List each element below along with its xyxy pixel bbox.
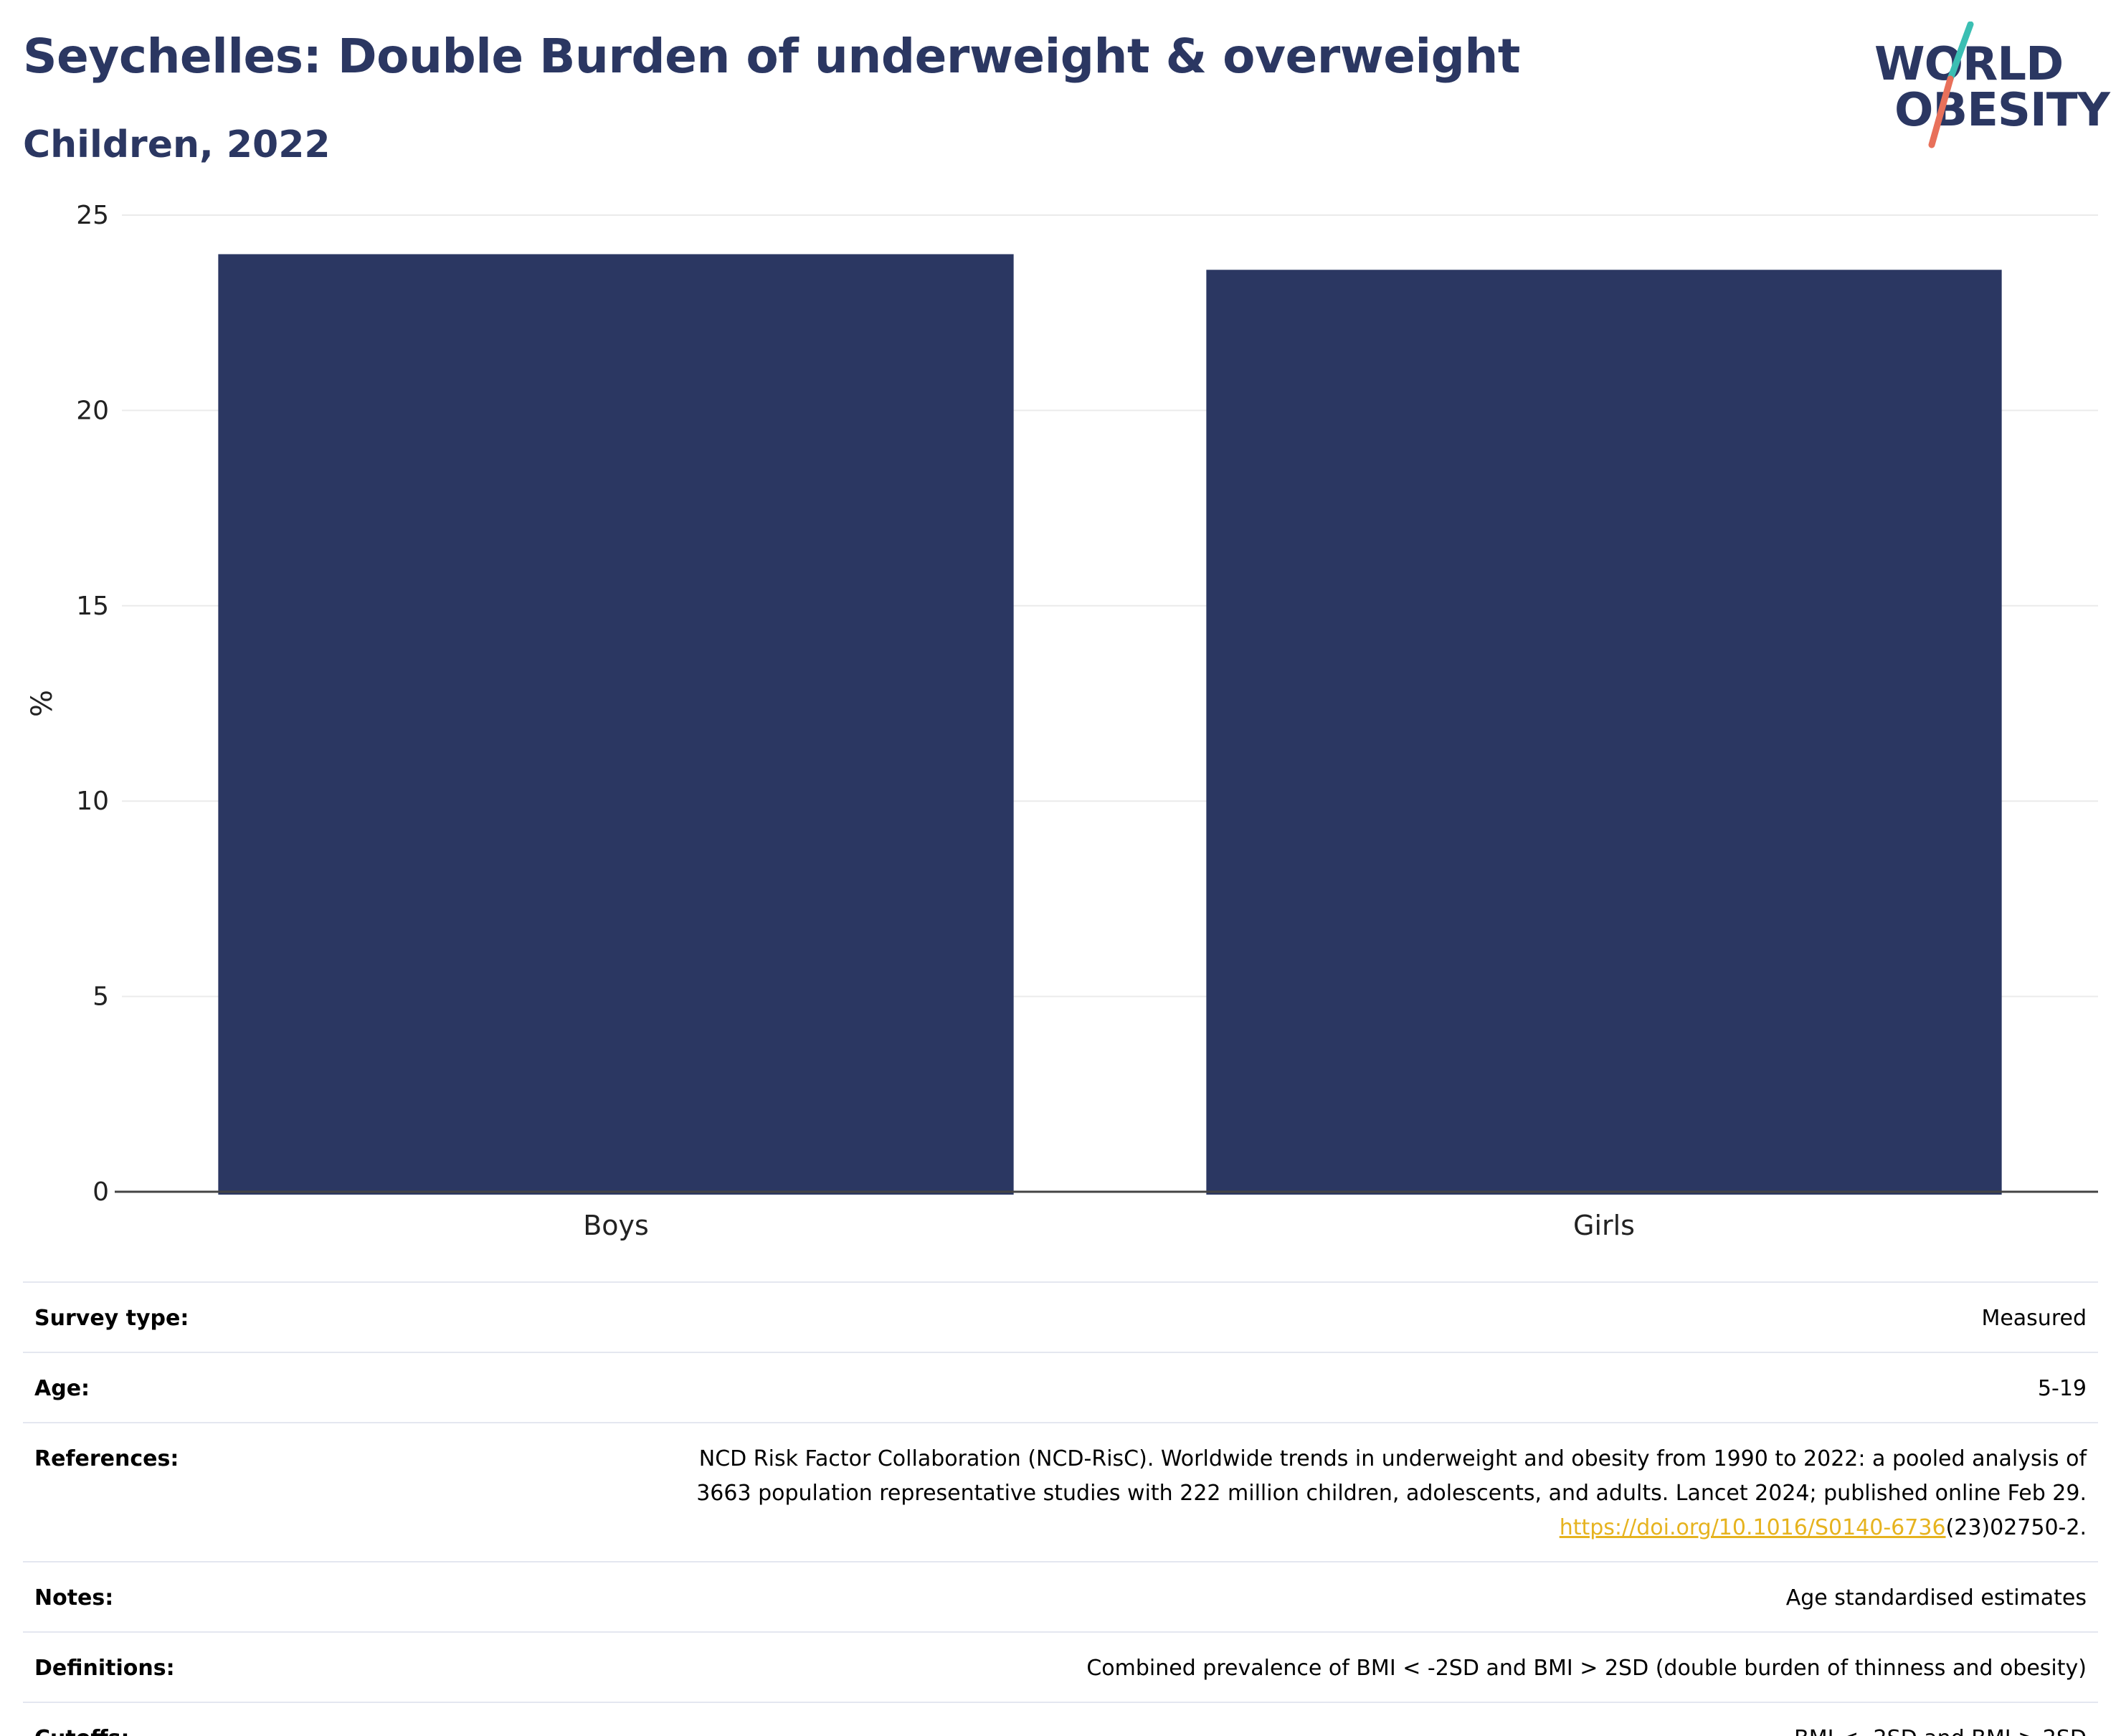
info-value: BMI < -2SD and BMI > 2SD — [1794, 1722, 2087, 1736]
info-row-cutoffs: Cutoffs: BMI < -2SD and BMI > 2SD — [23, 1702, 2098, 1736]
y-tick-label: 5 — [92, 982, 109, 1012]
reference-line-2: 3663 population representative studies w… — [696, 1481, 2087, 1506]
info-value: Combined prevalence of BMI < -2SD and BM… — [1086, 1656, 2087, 1681]
chart-title: Seychelles: Double Burden of underweight… — [23, 29, 1520, 84]
info-row-references: References: NCD Risk Factor Collaboratio… — [23, 1422, 2098, 1561]
info-label: Age: — [34, 1376, 90, 1401]
reference-line-1: NCD Risk Factor Collaboration (NCD-RisC)… — [698, 1446, 2087, 1471]
bar-girls — [1206, 270, 2002, 1195]
info-value: 5-19 — [2037, 1376, 2087, 1401]
info-row-survey-type: Survey type: Measured — [23, 1281, 2098, 1352]
reference-doi-suffix: (23)02750-2. — [1945, 1515, 2087, 1540]
info-label: Cutoffs: — [34, 1722, 129, 1736]
y-tick-label: 25 — [76, 201, 109, 230]
x-tick-label: Girls — [1573, 1210, 1635, 1241]
world-obesity-logo: WORLD OBESITY — [1864, 22, 2110, 151]
info-label: References: — [34, 1446, 179, 1471]
info-value: NCD Risk Factor Collaboration (NCD-RisC)… — [696, 1442, 2087, 1545]
info-label: Notes: — [34, 1585, 114, 1611]
y-tick-label: 0 — [92, 1177, 109, 1207]
info-value: Measured — [1981, 1306, 2087, 1331]
y-tick-label: 15 — [76, 592, 109, 621]
logo-line-1: WORLD — [1874, 38, 2064, 91]
info-row-age: Age: 5-19 — [23, 1352, 2098, 1422]
reference-doi-link[interactable]: https://doi.org/10.1016/S0140-6736 — [1559, 1515, 1946, 1540]
x-tick-label: Boys — [583, 1210, 649, 1241]
info-label: Definitions: — [34, 1656, 175, 1681]
y-tick-label: 20 — [76, 396, 109, 425]
info-label: Survey type: — [34, 1306, 189, 1331]
info-row-notes: Notes: Age standardised estimates — [23, 1561, 2098, 1631]
info-value: Age standardised estimates — [1785, 1585, 2087, 1611]
logo-line-2: OBESITY — [1894, 84, 2110, 137]
info-row-definitions: Definitions: Combined prevalence of BMI … — [23, 1631, 2098, 1702]
bar-chart: 0 5 10 15 20 25 Boys Girls% — [26, 201, 2098, 1241]
bar-boys — [218, 254, 1014, 1195]
y-axis-label: % — [26, 690, 59, 717]
chart-subtitle: Children, 2022 — [23, 123, 331, 166]
y-tick-label: 10 — [76, 787, 109, 816]
logo-slash-icon — [1928, 22, 1974, 148]
info-table: Survey type: Measured Age: 5-19 Referenc… — [23, 1281, 2098, 1736]
